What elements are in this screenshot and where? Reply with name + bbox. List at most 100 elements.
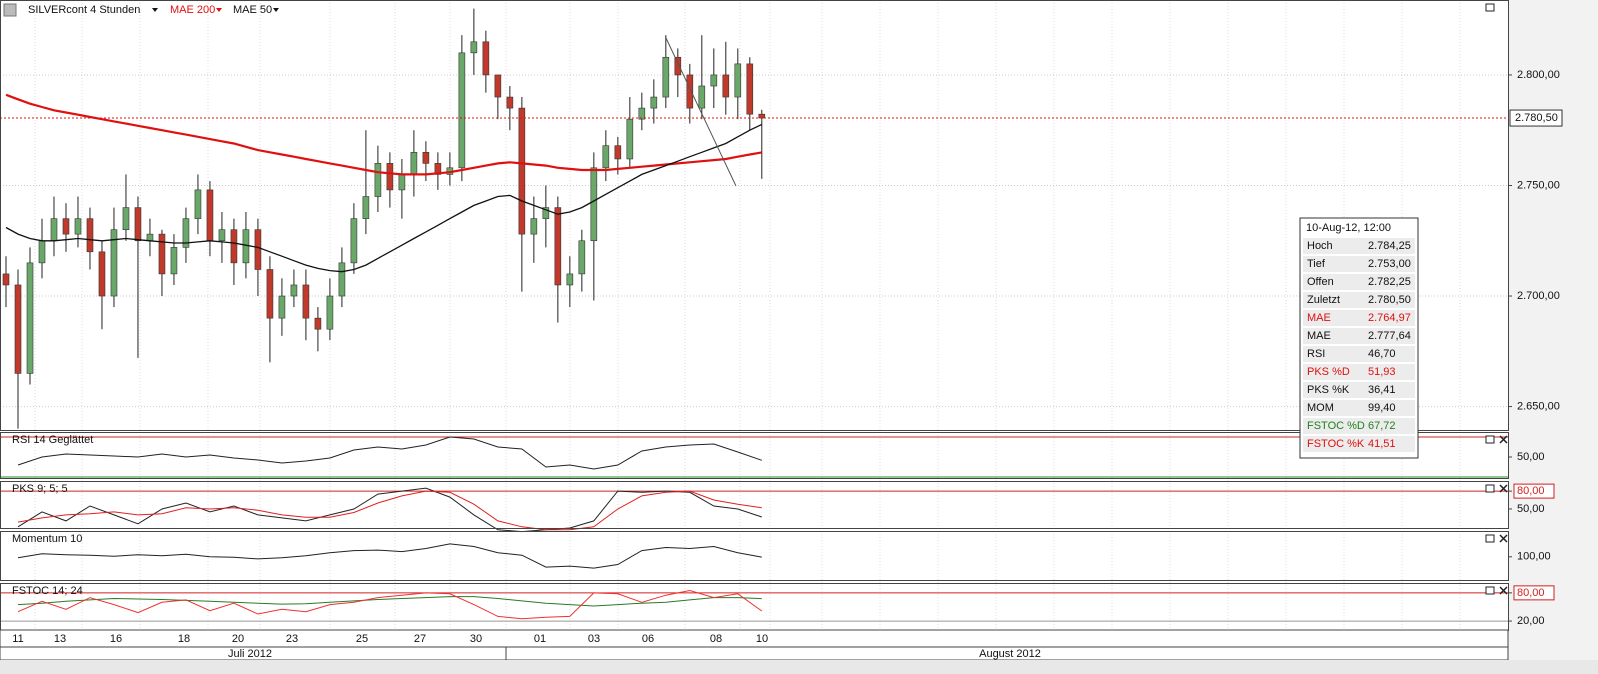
candle-body bbox=[686, 74, 694, 109]
info-label: RSI bbox=[1307, 348, 1325, 360]
info-value: 2.777,64 bbox=[1368, 330, 1411, 342]
info-row-bg bbox=[1303, 274, 1415, 290]
panel-title[interactable]: PKS 9; 5; 5 bbox=[12, 483, 68, 495]
info-label: MAE bbox=[1307, 330, 1331, 342]
close-button[interactable] bbox=[1499, 534, 1508, 543]
indicator-line bbox=[5, 123, 763, 273]
indicator-line bbox=[5, 93, 762, 176]
info-value: 2.784,25 bbox=[1368, 240, 1411, 252]
info-row-bg bbox=[1303, 238, 1415, 254]
indicator-label[interactable]: MAE 200 bbox=[170, 4, 215, 16]
candle-body bbox=[530, 218, 538, 235]
y-tick-label: 50,00 bbox=[1517, 503, 1545, 515]
candle-body bbox=[2, 273, 10, 286]
price-scale-area bbox=[1508, 0, 1598, 674]
info-row-bg bbox=[1303, 256, 1415, 272]
info-value: 67,72 bbox=[1368, 420, 1396, 432]
panel-frame bbox=[0, 531, 1509, 581]
month-label: August 2012 bbox=[979, 648, 1041, 660]
candle-body bbox=[734, 63, 742, 98]
maximize-button[interactable] bbox=[1485, 534, 1495, 543]
indicator-line bbox=[17, 543, 762, 569]
y-tick-label: 2.800,00 bbox=[1517, 69, 1560, 81]
info-value: 46,70 bbox=[1368, 348, 1396, 360]
maximize-button[interactable] bbox=[1485, 435, 1495, 444]
candle-body bbox=[662, 56, 670, 98]
info-label: Tief bbox=[1307, 258, 1326, 270]
tick-label-box bbox=[1513, 585, 1555, 601]
candle-body bbox=[542, 207, 550, 219]
candle-body bbox=[458, 52, 466, 169]
panel-title[interactable]: Momentum 10 bbox=[12, 533, 82, 545]
indicator-label[interactable]: MAE 50 bbox=[233, 4, 272, 16]
candle-body bbox=[182, 218, 190, 248]
dropdown-arrow[interactable] bbox=[152, 8, 158, 12]
info-label: PKS %D bbox=[1307, 366, 1350, 378]
last-price-label: 2.780,50 bbox=[1515, 112, 1558, 124]
info-label: Zuletzt bbox=[1307, 294, 1340, 306]
candle-body bbox=[554, 207, 562, 286]
candle-body bbox=[290, 284, 298, 297]
maximize-button[interactable] bbox=[1485, 3, 1495, 12]
y-tick-label: 80,00 bbox=[1517, 485, 1545, 497]
info-label: FSTOC %K bbox=[1307, 438, 1365, 450]
candle-body bbox=[386, 163, 394, 191]
candle-body bbox=[410, 152, 418, 175]
close-button[interactable] bbox=[1499, 586, 1508, 595]
candle-body bbox=[758, 113, 766, 119]
symbol-title[interactable]: SILVERcont 4 Stunden bbox=[28, 4, 140, 16]
candle-body bbox=[74, 218, 82, 235]
maximize-button[interactable] bbox=[1485, 586, 1495, 595]
info-value: 2.764,97 bbox=[1368, 312, 1411, 324]
symbol-icon[interactable] bbox=[3, 3, 17, 17]
info-row-bg bbox=[1303, 310, 1415, 326]
candle-body bbox=[170, 247, 178, 275]
panel-title[interactable]: RSI 14 Geglättet bbox=[12, 434, 93, 446]
month-label: Juli 2012 bbox=[228, 648, 272, 660]
candle-body bbox=[362, 196, 370, 219]
y-tick-label: 2.650,00 bbox=[1517, 400, 1560, 412]
close-button[interactable] bbox=[1499, 484, 1508, 493]
y-tick-label: 2.750,00 bbox=[1517, 179, 1560, 191]
info-label: MOM bbox=[1307, 402, 1334, 414]
day-label: 08 bbox=[710, 633, 722, 645]
info-row-bg bbox=[1303, 436, 1415, 452]
candle-body bbox=[194, 189, 202, 219]
bottom-strip bbox=[0, 660, 1598, 674]
candle-body bbox=[602, 145, 610, 169]
time-axis: 11 13 16 18 20 23 25 27 30 01 03 06 08 10 Juli 2012 Aug… bbox=[0, 629, 1598, 674]
info-box: 10-Aug-12, 12:00 Hoch 2.784,25 Tief 2.753,00… bbox=[1299, 217, 1419, 459]
candle-body bbox=[626, 118, 634, 160]
candle-body bbox=[146, 233, 154, 242]
candle-body bbox=[338, 262, 346, 297]
candle-body bbox=[722, 74, 730, 98]
panel-title[interactable]: FSTOC 14; 24 bbox=[12, 585, 83, 597]
day-label: 20 bbox=[232, 633, 244, 645]
candle-body bbox=[650, 96, 658, 109]
candle-body bbox=[14, 284, 22, 374]
candle-body bbox=[62, 218, 70, 235]
y-tick-label: 80,00 bbox=[1517, 587, 1545, 599]
dropdown-arrow[interactable] bbox=[216, 8, 222, 12]
dropdown-arrow[interactable] bbox=[273, 8, 279, 12]
info-value: 2.780,50 bbox=[1368, 294, 1411, 306]
candle-body bbox=[242, 229, 250, 264]
y-tick-label: 100,00 bbox=[1517, 551, 1551, 563]
info-label: Offen bbox=[1307, 276, 1334, 288]
maximize-button[interactable] bbox=[1485, 484, 1495, 493]
candle-body bbox=[326, 295, 334, 330]
indicator-line bbox=[17, 596, 762, 607]
candle-body bbox=[218, 229, 226, 242]
y-tick-label: 2.700,00 bbox=[1517, 290, 1560, 302]
info-title: 10-Aug-12, 12:00 bbox=[1306, 222, 1391, 234]
candle-body bbox=[638, 107, 646, 120]
indicator-line bbox=[17, 487, 762, 533]
panel-frame bbox=[0, 481, 1509, 529]
candle-body bbox=[98, 251, 106, 297]
candle-body bbox=[350, 218, 358, 264]
candle-body bbox=[494, 74, 502, 98]
close-button[interactable] bbox=[1499, 435, 1508, 444]
info-label: Hoch bbox=[1307, 240, 1333, 252]
marks-layer bbox=[0, 8, 1508, 622]
